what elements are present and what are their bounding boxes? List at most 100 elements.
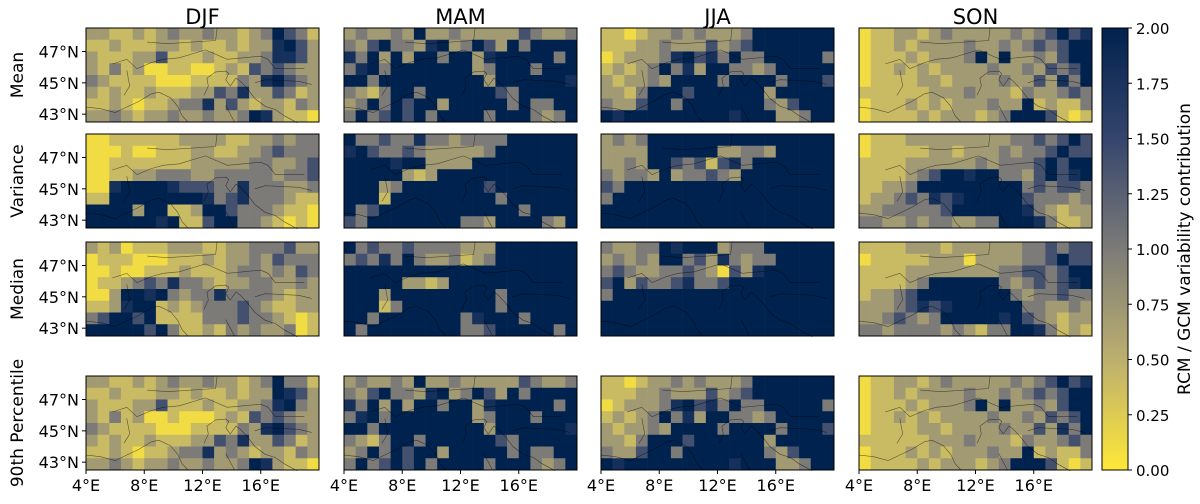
heatmap-cell <box>179 98 192 111</box>
coastline-border <box>123 70 131 96</box>
heatmap-cell <box>717 145 730 158</box>
map-panel-variance-jja <box>600 133 835 230</box>
heatmap-cell <box>905 204 918 217</box>
heatmap-cell <box>882 277 895 290</box>
heatmap-cell <box>260 253 273 266</box>
heatmap-cell <box>1068 157 1081 170</box>
heatmap-cell <box>752 145 765 158</box>
heatmap-cell <box>647 265 660 278</box>
heatmap-cell <box>694 98 707 111</box>
heatmap-cell <box>659 376 672 389</box>
x-tick-label: 12°E <box>956 476 994 495</box>
heatmap-cell <box>705 39 718 52</box>
heatmap-cell <box>542 98 554 111</box>
coastline-border <box>740 211 750 229</box>
heatmap-cell <box>167 28 180 41</box>
heatmap-cell <box>437 181 450 194</box>
heatmap-cell <box>530 387 543 400</box>
heatmap-cell <box>190 399 203 412</box>
heatmap-cell <box>963 75 976 88</box>
heatmap-cell <box>1010 411 1023 424</box>
heatmap-cell <box>682 277 695 290</box>
heatmap-cell <box>437 376 450 389</box>
heatmap-cell <box>928 458 941 471</box>
heatmap-cell <box>179 289 192 302</box>
heatmap-cell <box>647 387 660 400</box>
heatmap-cell <box>729 181 742 194</box>
heatmap-cell <box>97 312 110 325</box>
heatmap-cell <box>859 110 871 123</box>
heatmap-cell <box>647 110 660 123</box>
heatmap-cell <box>740 169 753 182</box>
heatmap-cell <box>740 28 753 41</box>
heatmap-cell <box>647 423 660 436</box>
heatmap-cell <box>705 204 718 217</box>
heatmap-cell <box>822 312 835 325</box>
heatmap-cell <box>670 75 683 88</box>
heatmap-cell <box>307 86 320 99</box>
heatmap-cell <box>882 458 895 471</box>
heatmap-cell <box>390 434 403 447</box>
heatmap-cell <box>905 277 918 290</box>
heatmap-cell <box>378 324 391 337</box>
heatmap-cell <box>530 181 543 194</box>
heatmap-cell <box>260 376 273 389</box>
heatmap-cell <box>694 145 707 158</box>
heatmap-cell <box>402 324 415 337</box>
heatmap-cell <box>402 446 415 459</box>
heatmap-cell <box>214 110 227 123</box>
heatmap-cell <box>729 86 742 99</box>
heatmap-cell <box>483 192 496 205</box>
heatmap-cell <box>764 63 777 76</box>
heatmap-cell <box>775 242 788 255</box>
heatmap-cell <box>542 242 554 255</box>
heatmap-cell <box>390 458 403 471</box>
heatmap-cell <box>952 157 965 170</box>
heatmap-cell <box>810 423 823 436</box>
heatmap-cell <box>659 51 672 64</box>
heatmap-cell <box>764 289 777 302</box>
heatmap-cell <box>729 169 742 182</box>
heatmap-cell <box>670 324 683 337</box>
heatmap-cell <box>237 110 250 123</box>
heatmap-cell <box>624 134 637 147</box>
heatmap-cell <box>155 75 168 88</box>
heatmap-cell <box>144 145 157 158</box>
heatmap-cell <box>764 98 777 111</box>
heatmap-cell <box>225 28 238 41</box>
heatmap-cell <box>882 324 895 337</box>
heatmap-cell <box>775 39 788 52</box>
heatmap-cell <box>917 110 930 123</box>
heatmap-cell <box>542 216 554 229</box>
heatmap-cell <box>144 204 157 217</box>
heatmap-cell <box>518 434 531 447</box>
heatmap-cell <box>344 446 356 459</box>
heatmap-cell <box>132 423 145 436</box>
heatmap-cell <box>682 242 695 255</box>
heatmap-cell <box>495 204 508 217</box>
heatmap-cell <box>260 324 273 337</box>
heatmap-cell <box>810 39 823 52</box>
heatmap-cell <box>225 134 238 147</box>
heatmap-cell <box>940 63 953 76</box>
heatmap-cell <box>367 411 380 424</box>
heatmap-cell <box>1068 169 1081 182</box>
heatmap-cell <box>495 423 508 436</box>
heatmap-cell <box>694 265 707 278</box>
heatmap-cell <box>167 458 180 471</box>
heatmap-cell <box>295 387 308 400</box>
coastline-border <box>370 155 563 176</box>
heatmap-cell <box>437 265 450 278</box>
heatmap-cell <box>624 192 637 205</box>
heatmap-cell <box>601 51 613 64</box>
heatmap-cell <box>952 411 965 424</box>
heatmap-cell <box>822 277 835 290</box>
heatmap-cell <box>787 434 800 447</box>
heatmap-cell <box>647 39 660 52</box>
heatmap-cell <box>402 63 415 76</box>
panel-frame <box>858 133 1093 229</box>
heatmap-cell <box>1080 324 1093 337</box>
heatmap-cell <box>694 399 707 412</box>
heatmap-cell <box>367 51 380 64</box>
heatmap-cell <box>952 446 965 459</box>
